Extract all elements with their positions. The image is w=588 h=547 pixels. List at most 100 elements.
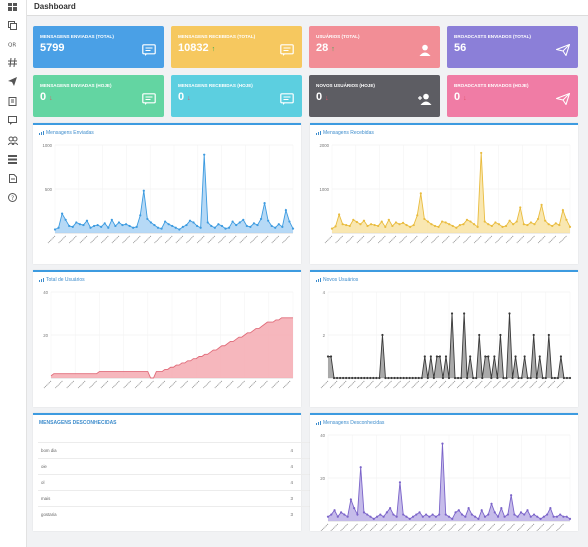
- data-point[interactable]: [455, 226, 458, 229]
- data-point[interactable]: [192, 221, 195, 224]
- data-point[interactable]: [450, 312, 454, 315]
- data-point[interactable]: [382, 515, 385, 518]
- data-point[interactable]: [458, 223, 461, 227]
- data-point[interactable]: [393, 376, 396, 380]
- stat-card[interactable]: MENSAGENS ENVIADAS (TOTAL) 5799: [33, 26, 164, 68]
- data-point[interactable]: [536, 515, 539, 518]
- data-point[interactable]: [167, 223, 170, 226]
- data-point[interactable]: [220, 224, 224, 228]
- data-point[interactable]: [351, 376, 354, 380]
- data-point[interactable]: [402, 513, 405, 516]
- data-point[interactable]: [373, 223, 376, 227]
- data-point[interactable]: [529, 515, 532, 518]
- data-point[interactable]: [213, 226, 216, 229]
- data-point[interactable]: [53, 228, 57, 231]
- data-point[interactable]: [490, 376, 493, 380]
- data-point[interactable]: [539, 517, 542, 520]
- data-point[interactable]: [551, 224, 554, 228]
- data-point[interactable]: [499, 333, 502, 337]
- data-point[interactable]: [174, 226, 177, 229]
- stat-card[interactable]: MENSAGENS RECEBIDAS (HOJE) 0 ↓: [171, 75, 302, 117]
- data-point[interactable]: [185, 223, 188, 227]
- data-point[interactable]: [522, 223, 525, 226]
- data-point[interactable]: [348, 224, 351, 228]
- data-point[interactable]: [542, 515, 545, 518]
- data-point[interactable]: [533, 223, 536, 226]
- data-point[interactable]: [549, 507, 552, 510]
- stat-card[interactable]: BROADCASTS ENVIADOS (HOJE) 0 ↓: [447, 75, 578, 117]
- data-point[interactable]: [460, 376, 463, 380]
- data-point[interactable]: [153, 223, 156, 227]
- data-point[interactable]: [61, 212, 64, 215]
- data-point[interactable]: [515, 220, 518, 223]
- data-point[interactable]: [334, 225, 337, 228]
- data-point[interactable]: [405, 515, 408, 518]
- data-point[interactable]: [408, 376, 411, 380]
- data-point[interactable]: [110, 218, 113, 221]
- data-point[interactable]: [227, 226, 231, 229]
- data-point[interactable]: [124, 223, 128, 226]
- data-point[interactable]: [146, 217, 149, 221]
- data-point[interactable]: [412, 223, 415, 227]
- data-point[interactable]: [281, 225, 284, 228]
- data-point[interactable]: [68, 224, 71, 228]
- data-point[interactable]: [336, 515, 339, 518]
- data-point[interactable]: [369, 515, 372, 518]
- data-point[interactable]: [561, 209, 564, 212]
- data-point[interactable]: [441, 220, 444, 223]
- data-point[interactable]: [195, 224, 199, 228]
- data-point[interactable]: [444, 221, 447, 224]
- data-point[interactable]: [423, 355, 426, 358]
- data-point[interactable]: [512, 223, 515, 226]
- data-point[interactable]: [171, 224, 174, 228]
- data-point[interactable]: [497, 223, 501, 226]
- data-point[interactable]: [408, 517, 411, 520]
- data-point[interactable]: [405, 376, 408, 380]
- data-point[interactable]: [462, 223, 465, 226]
- data-point[interactable]: [332, 376, 336, 380]
- data-point[interactable]: [256, 223, 259, 227]
- data-point[interactable]: [398, 223, 401, 226]
- data-point[interactable]: [362, 511, 366, 514]
- data-point[interactable]: [274, 226, 277, 229]
- data-point[interactable]: [395, 515, 398, 518]
- data-point[interactable]: [366, 224, 369, 228]
- data-point[interactable]: [435, 355, 438, 358]
- data-point[interactable]: [514, 355, 517, 358]
- data-point[interactable]: [510, 494, 513, 497]
- data-point[interactable]: [416, 214, 419, 217]
- data-point[interactable]: [565, 515, 568, 518]
- data-point[interactable]: [343, 513, 346, 516]
- data-point[interactable]: [379, 513, 382, 516]
- data-point[interactable]: [387, 218, 390, 221]
- data-point[interactable]: [149, 221, 153, 224]
- data-point[interactable]: [206, 221, 209, 224]
- data-point[interactable]: [199, 226, 202, 229]
- data-point[interactable]: [330, 227, 334, 230]
- data-point[interactable]: [558, 223, 561, 227]
- data-point[interactable]: [203, 153, 206, 156]
- data-point[interactable]: [178, 228, 181, 231]
- data-point[interactable]: [139, 214, 142, 217]
- data-point[interactable]: [493, 511, 496, 514]
- data-point[interactable]: [483, 220, 486, 223]
- data-point[interactable]: [231, 220, 234, 223]
- data-point[interactable]: [333, 509, 336, 512]
- data-point[interactable]: [516, 515, 519, 518]
- data-point[interactable]: [425, 513, 428, 516]
- data-point[interactable]: [546, 513, 549, 516]
- data-point[interactable]: [483, 515, 487, 518]
- data-point[interactable]: [447, 515, 451, 518]
- data-point[interactable]: [487, 223, 490, 226]
- data-point[interactable]: [540, 203, 543, 206]
- document-icon[interactable]: [6, 173, 19, 183]
- data-point[interactable]: [478, 333, 481, 337]
- data-point[interactable]: [504, 224, 508, 228]
- data-point[interactable]: [349, 498, 352, 501]
- data-point[interactable]: [490, 224, 493, 228]
- data-point[interactable]: [454, 511, 457, 514]
- copy-icon[interactable]: [6, 20, 19, 30]
- data-point[interactable]: [389, 507, 392, 510]
- data-point[interactable]: [398, 481, 402, 484]
- data-point[interactable]: [508, 312, 511, 315]
